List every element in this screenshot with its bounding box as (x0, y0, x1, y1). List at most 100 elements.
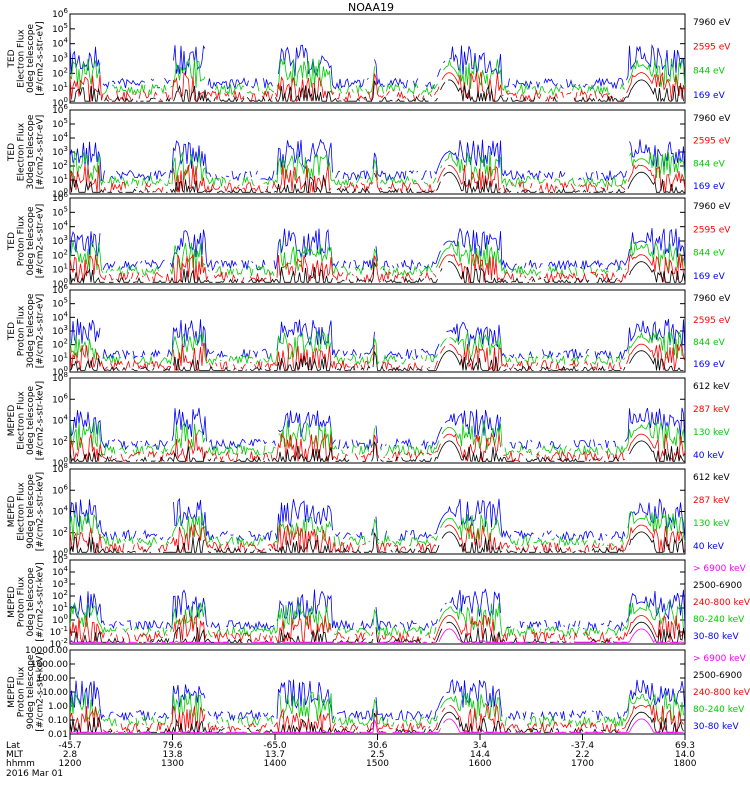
series-blue (70, 138, 685, 182)
y-axis-label: MEPEDProton Flux0deg telescope[#/cm2-s-s… (7, 562, 46, 641)
series-blue (70, 318, 685, 361)
series-blue (70, 407, 685, 451)
x-tick-label-lat: 3.4 (473, 741, 488, 751)
x-tick-label-mlt: 2.8 (63, 750, 78, 760)
series-green (70, 58, 685, 97)
y-tick-label: 104 (52, 37, 68, 50)
series-black (70, 171, 685, 194)
x-tick-label-lat: -37.4 (571, 741, 595, 751)
series-traces (70, 407, 685, 463)
y-axis-label: TEDElectron Flux0deg telescope[#/cm2-s-s… (7, 21, 46, 96)
legend-entry: 7960 eV (693, 202, 731, 212)
date-label: 2016 Mar 01 (6, 769, 63, 779)
series-green (70, 691, 684, 728)
y-axis-label: TEDProton Flux30deg telescope[#/cm2-s-st… (7, 293, 46, 368)
legend-entry: 844 eV (693, 249, 726, 259)
series-black (70, 531, 685, 554)
series-blue (70, 678, 685, 722)
x-tick-label-hhmm: 1800 (674, 759, 697, 769)
x-tick-label-lat: -45.7 (58, 741, 81, 751)
series-green (70, 241, 685, 278)
x-tick-label-lat: 69.3 (675, 741, 695, 751)
legend-entry: 2500-6900 (693, 581, 742, 591)
legend-entry: 240-800 keV (693, 598, 750, 608)
series-traces (70, 318, 685, 372)
legend-entry: 7960 eV (693, 294, 731, 304)
legend-entry: 30-80 keV (693, 722, 739, 732)
legend-entry: 169 eV (693, 360, 726, 370)
y-tick-label: 104 (52, 414, 68, 427)
y-tick-label: 10.00 (42, 688, 68, 698)
x-tick-label-mlt: 13.8 (162, 750, 182, 760)
y-tick-label: 103 (52, 52, 68, 65)
legend-entry: 844 eV (693, 67, 726, 77)
y-tick-label: 105 (52, 22, 68, 35)
y-tick-label: 101 (52, 351, 68, 364)
legend-entry: 80-240 keV (693, 705, 745, 715)
legend-entry: 844 eV (693, 159, 726, 169)
x-tick-label-lat: 79.6 (162, 741, 182, 751)
y-tick-label: 101 (52, 263, 68, 276)
y-tick-label: 101 (52, 173, 68, 186)
legend-entry: 130 keV (693, 428, 730, 438)
legend-entry: 30-80 keV (693, 632, 739, 642)
legend-entry: 169 eV (693, 182, 726, 192)
series-red (70, 432, 685, 463)
x-axis-block: LatMLThhmm-45.72.8120079.613.81300-65.01… (6, 734, 697, 779)
y-tick-label: 105 (52, 297, 68, 310)
legend-entry: 40 keV (693, 542, 725, 552)
y-tick-label: 10000.00 (25, 646, 68, 656)
y-tick-label: 1.00 (48, 702, 68, 712)
x-tick-label-hhmm: 1700 (571, 759, 594, 769)
x-tick-label-mlt: 14.4 (470, 750, 490, 760)
series-red (70, 71, 685, 103)
y-tick-label: 103 (52, 234, 68, 247)
y-tick-label: 100.00 (37, 674, 69, 684)
legend-entry: 287 keV (693, 405, 730, 415)
series-blue (70, 588, 685, 632)
series-traces (70, 497, 685, 554)
y-tick-label: 102 (52, 526, 68, 539)
series-black (70, 621, 685, 644)
x-row-label: Lat (6, 741, 21, 751)
legend-entry: > 6900 keV (693, 564, 747, 574)
y-tick-label: 104 (52, 310, 68, 323)
y-tick-label: 0.01 (48, 730, 68, 740)
y-tick-label: 103 (52, 324, 68, 337)
series-traces (70, 588, 685, 644)
x-tick-label-hhmm: 1200 (59, 759, 82, 769)
series-green (70, 601, 684, 638)
x-tick-label-hhmm: 1500 (366, 759, 389, 769)
x-tick-label-lat: -65.0 (263, 741, 287, 751)
legend-entry: 287 keV (693, 496, 730, 506)
series-red (70, 703, 684, 734)
series-black (70, 79, 684, 103)
series-red (70, 342, 685, 372)
series-green (70, 151, 685, 188)
y-tick-label: 102 (52, 435, 68, 448)
chart-title: NOAA19 (348, 1, 394, 14)
x-tick-label-lat: 30.6 (367, 741, 387, 751)
legend-entry: 169 eV (693, 91, 726, 101)
legend-entry: 2595 eV (693, 137, 731, 147)
series-magenta (70, 628, 685, 643)
legend-entry: 2500-6900 (693, 671, 742, 681)
y-tick-label: 106 (52, 392, 68, 405)
y-tick-label: 104 (52, 220, 68, 233)
series-black (70, 261, 685, 284)
x-row-label: hhmm (6, 759, 35, 769)
x-row-label: MLT (6, 750, 24, 760)
y-axis-label: TEDProton Flux0deg telescope[#/cm2-s-str… (7, 204, 46, 279)
panel-8: 10000.00 1000.00 100.00 10.00 1.00 0.10 0.01ME… (7, 646, 750, 740)
x-tick-label-mlt: 13.7 (265, 750, 285, 760)
legend-entry: 240-800 keV (693, 688, 750, 698)
series-green (70, 420, 685, 457)
y-tick-label: 106 (52, 7, 68, 20)
y-axis-label: MEPEDProton Flux90deg telescope[#/cm2-s-… (7, 652, 46, 731)
series-traces (70, 678, 685, 734)
x-tick-label-hhmm: 1600 (469, 759, 492, 769)
